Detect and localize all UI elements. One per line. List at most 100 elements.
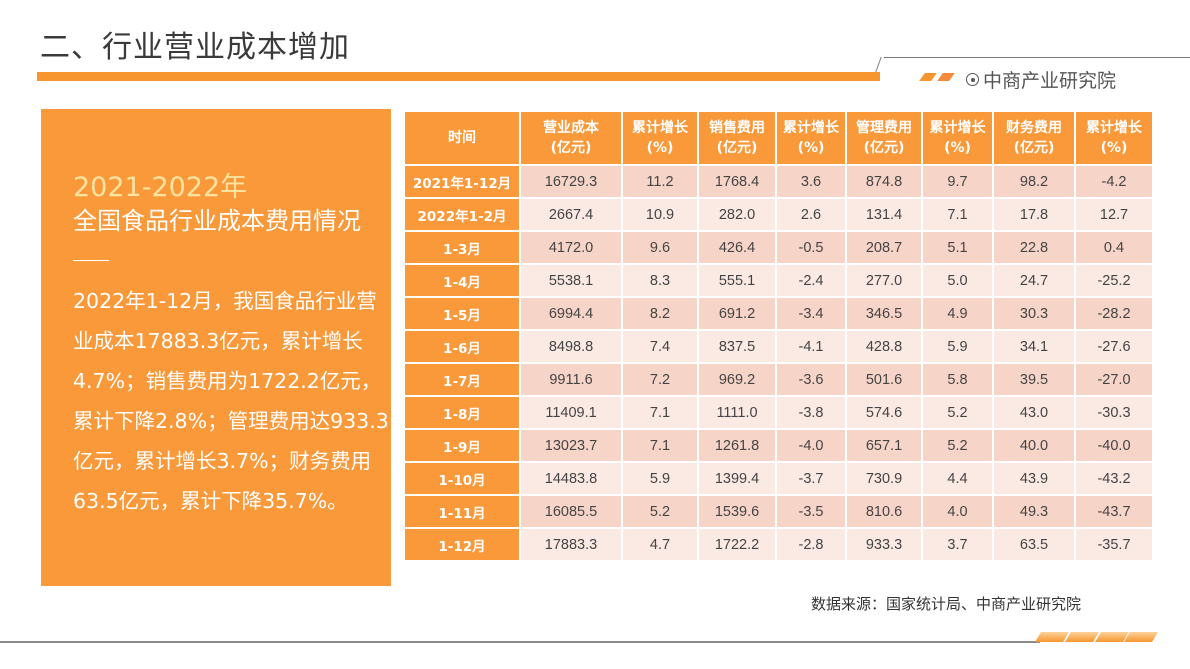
column-header-unit: (%)	[646, 140, 674, 156]
table-row: 1-9月 13023.7 7.1 1261.8 -4.0 657.1 5.2 40.0 -40.…	[403, 428, 1154, 463]
table-cell: 4.7	[621, 527, 699, 562]
table-cell: 1768.4	[697, 164, 777, 199]
table-cell: 7.4	[621, 329, 699, 364]
table-cell: 574.6	[845, 395, 923, 430]
table-cell: 12.7	[1074, 197, 1154, 232]
table-cell: 5.9	[921, 329, 994, 364]
table-cell: -43.2	[1074, 461, 1154, 496]
table-cell: 30.3	[992, 296, 1076, 331]
column-header-label: 累计增长	[1086, 120, 1142, 136]
table-cell: -27.6	[1074, 329, 1154, 364]
table-row: 1-7月 9911.6 7.2 969.2 -3.6 501.6 5.8 39.5 -27.0	[403, 362, 1154, 397]
table-cell: 17.8	[992, 197, 1076, 232]
row-period: 1-7月	[403, 362, 521, 397]
row-period: 2021年1-12月	[403, 164, 521, 199]
brand: 中商产业研究院	[966, 66, 1116, 93]
table-cell: 1111.0	[697, 395, 777, 430]
table-cell: -3.8	[775, 395, 847, 430]
table-cell: 0.4	[1074, 230, 1154, 265]
table-cell: 14483.8	[519, 461, 623, 496]
table-cell: 555.1	[697, 263, 777, 298]
column-header-label: 累计增长	[783, 120, 839, 136]
table-cell: 969.2	[697, 362, 777, 397]
table-cell: 4.4	[921, 461, 994, 496]
summary-year: 2021-2022年	[73, 172, 248, 203]
table-cell: 1399.4	[697, 461, 777, 496]
table-cell: 810.6	[845, 494, 923, 529]
table-cell: 2.6	[775, 197, 847, 232]
table-cell: -43.7	[1074, 494, 1154, 529]
table-row: 1-4月 5538.1 8.3 555.1 -2.4 277.0 5.0 24.7 -25.2	[403, 263, 1154, 298]
table-cell: 8.3	[621, 263, 699, 298]
table-cell: 7.2	[621, 362, 699, 397]
footer-rule	[0, 641, 1040, 643]
table-cell: 9.7	[921, 164, 994, 199]
footer-decor	[1035, 632, 1069, 642]
row-period: 1-11月	[403, 494, 521, 529]
column-header: 累计增长 (%)	[1074, 110, 1154, 166]
target-icon	[966, 73, 979, 86]
column-header-unit: (%)	[797, 140, 825, 156]
column-header: 累计增长 (%)	[775, 110, 847, 166]
column-header-unit: (%)	[1100, 140, 1128, 156]
table-cell: -3.7	[775, 461, 847, 496]
column-header-label: 累计增长	[632, 120, 688, 136]
table-cell: -0.5	[775, 230, 847, 265]
table-cell: 5.9	[621, 461, 699, 496]
table-cell: 282.0	[697, 197, 777, 232]
header-rule-corner	[875, 57, 882, 72]
column-header-unit: (亿元)	[716, 140, 758, 156]
table-cell: 5.2	[921, 428, 994, 463]
table-cell: -3.4	[775, 296, 847, 331]
table-cell: 933.3	[845, 527, 923, 562]
table-row: 1-3月 4172.0 9.6 426.4 -0.5 208.7 5.1 22.8 0.4	[403, 230, 1154, 265]
row-period: 1-8月	[403, 395, 521, 430]
table-cell: 7.1	[621, 428, 699, 463]
table-cell: 43.0	[992, 395, 1076, 430]
table-cell: -25.2	[1074, 263, 1154, 298]
table-cell: 5.8	[921, 362, 994, 397]
table-cell: 9911.6	[519, 362, 623, 397]
table-cell: 131.4	[845, 197, 923, 232]
table-cell: 34.1	[992, 329, 1076, 364]
summary-divider	[73, 260, 109, 261]
row-period: 1-5月	[403, 296, 521, 331]
table-cell: 7.1	[921, 197, 994, 232]
column-header-unit: (亿元)	[863, 140, 905, 156]
table-cell: 16085.5	[519, 494, 623, 529]
table-row: 2022年1-2月 2667.4 10.9 282.0 2.6 131.4 7.1 17.8 1…	[403, 197, 1154, 232]
table-cell: 11409.1	[519, 395, 623, 430]
table-cell: 3.6	[775, 164, 847, 199]
table-cell: 5.0	[921, 263, 994, 298]
table-cell: 4172.0	[519, 230, 623, 265]
table-cell: 9.6	[621, 230, 699, 265]
table-cell: 4.9	[921, 296, 994, 331]
table-cell: 428.8	[845, 329, 923, 364]
table-cell: 2667.4	[519, 197, 623, 232]
summary-panel: 2021-2022年 全国食品行业成本费用情况 2022年1-12月，我国食品行…	[41, 109, 391, 586]
table-cell: 1722.2	[697, 527, 777, 562]
table-cell: 17883.3	[519, 527, 623, 562]
table-cell: -4.0	[775, 428, 847, 463]
table-row: 1-10月 14483.8 5.9 1399.4 -3.7 730.9 4.4 43.9 -43…	[403, 461, 1154, 496]
table-cell: 43.9	[992, 461, 1076, 496]
summary-title: 全国食品行业成本费用情况	[73, 207, 361, 235]
column-header: 销售费用 (亿元)	[697, 110, 777, 166]
title-underline	[37, 72, 880, 81]
row-period: 2022年1-2月	[403, 197, 521, 232]
table-cell: 346.5	[845, 296, 923, 331]
row-period: 1-3月	[403, 230, 521, 265]
table-cell: 3.7	[921, 527, 994, 562]
decor-slash	[919, 73, 937, 81]
table-cell: -28.2	[1074, 296, 1154, 331]
table-cell: 7.1	[621, 395, 699, 430]
table-cell: 5.2	[921, 395, 994, 430]
table-cell: 426.4	[697, 230, 777, 265]
table-cell: 8.2	[621, 296, 699, 331]
table-cell: 5.1	[921, 230, 994, 265]
column-header-label: 营业成本	[543, 120, 599, 136]
table-header-row: 时间 营业成本 (亿元) 累计增长 (%) 销售费用 (亿元) 累计增长 (%) 管理费用 (亿元)…	[403, 110, 1154, 166]
row-period: 1-10月	[403, 461, 521, 496]
table-cell: 22.8	[992, 230, 1076, 265]
cost-table: 时间 营业成本 (亿元) 累计增长 (%) 销售费用 (亿元) 累计增长 (%) 管理费用 (亿元)…	[403, 110, 1154, 562]
